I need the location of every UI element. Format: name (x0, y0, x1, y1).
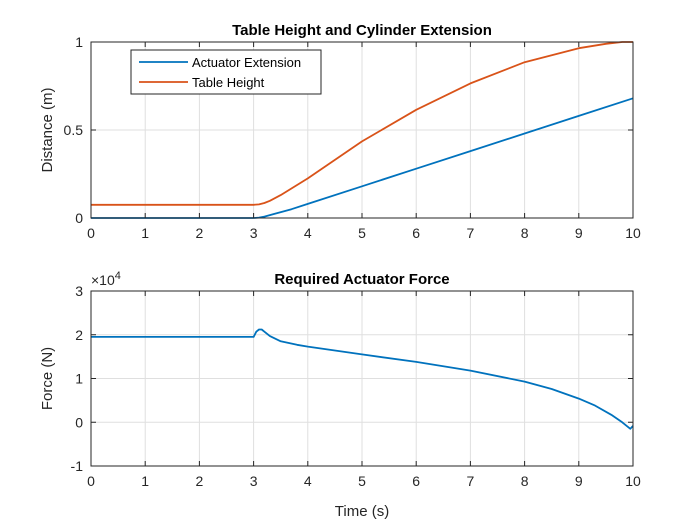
legend: Actuator Extension Table Height (130, 49, 322, 95)
x-tick-label: 8 (521, 225, 529, 241)
x-tick-label: 6 (412, 225, 420, 241)
exponent-base: ×10 (91, 272, 115, 288)
top-y-axis-label: Distance (m) (39, 87, 56, 172)
y-tick-label: 0 (75, 210, 83, 226)
x-tick-label: 3 (250, 225, 258, 241)
x-tick-label: 6 (412, 473, 420, 489)
x-tick-label: 2 (196, 225, 204, 241)
y-tick-label: 2 (75, 327, 83, 343)
y-tick-label: -1 (71, 458, 84, 474)
bottom-x-axis-label: Time (s) (335, 503, 389, 520)
legend-label-actuator-extension: Actuator Extension (192, 55, 301, 70)
x-tick-label: 5 (358, 225, 366, 241)
series-line-0 (91, 328, 634, 430)
y-tick-label: 0.5 (64, 122, 84, 138)
top-chart-title: Table Height and Cylinder Extension (232, 22, 492, 39)
x-tick-label: 10 (625, 473, 641, 489)
x-tick-label: 9 (575, 473, 583, 489)
series-line-1 (91, 41, 633, 206)
x-tick-label: 0 (87, 225, 95, 241)
x-tick-label: 1 (141, 473, 149, 489)
x-tick-label: 10 (625, 225, 641, 241)
legend-box (130, 49, 322, 95)
x-tick-label: 7 (467, 225, 475, 241)
y-axis-exponent-label: ×104 (91, 270, 121, 288)
exponent-power: 4 (115, 270, 121, 282)
top-subplot: 0 1 2 3 4 5 6 7 8 9 10 0 0.5 1 Table Height and Cylin… (39, 22, 641, 241)
y-tick-label: 1 (75, 34, 83, 50)
y-tick-label: 0 (75, 414, 83, 430)
x-tick-label: 3 (250, 473, 258, 489)
y-tick-label: 3 (75, 283, 83, 299)
bottom-y-axis-label: Force (N) (39, 347, 56, 410)
x-tick-label: 4 (304, 225, 312, 241)
bottom-chart-title: Required Actuator Force (274, 271, 449, 288)
x-tick-label: 8 (521, 473, 529, 489)
x-tick-label: 1 (141, 225, 149, 241)
x-tick-label: 4 (304, 473, 312, 489)
x-tick-label: 9 (575, 225, 583, 241)
x-tick-label: 7 (467, 473, 475, 489)
x-tick-label: 5 (358, 473, 366, 489)
x-tick-label: 0 (87, 473, 95, 489)
x-tick-label: 2 (196, 473, 204, 489)
y-tick-label: 1 (75, 371, 83, 387)
legend-label-table-height: Table Height (192, 75, 265, 90)
